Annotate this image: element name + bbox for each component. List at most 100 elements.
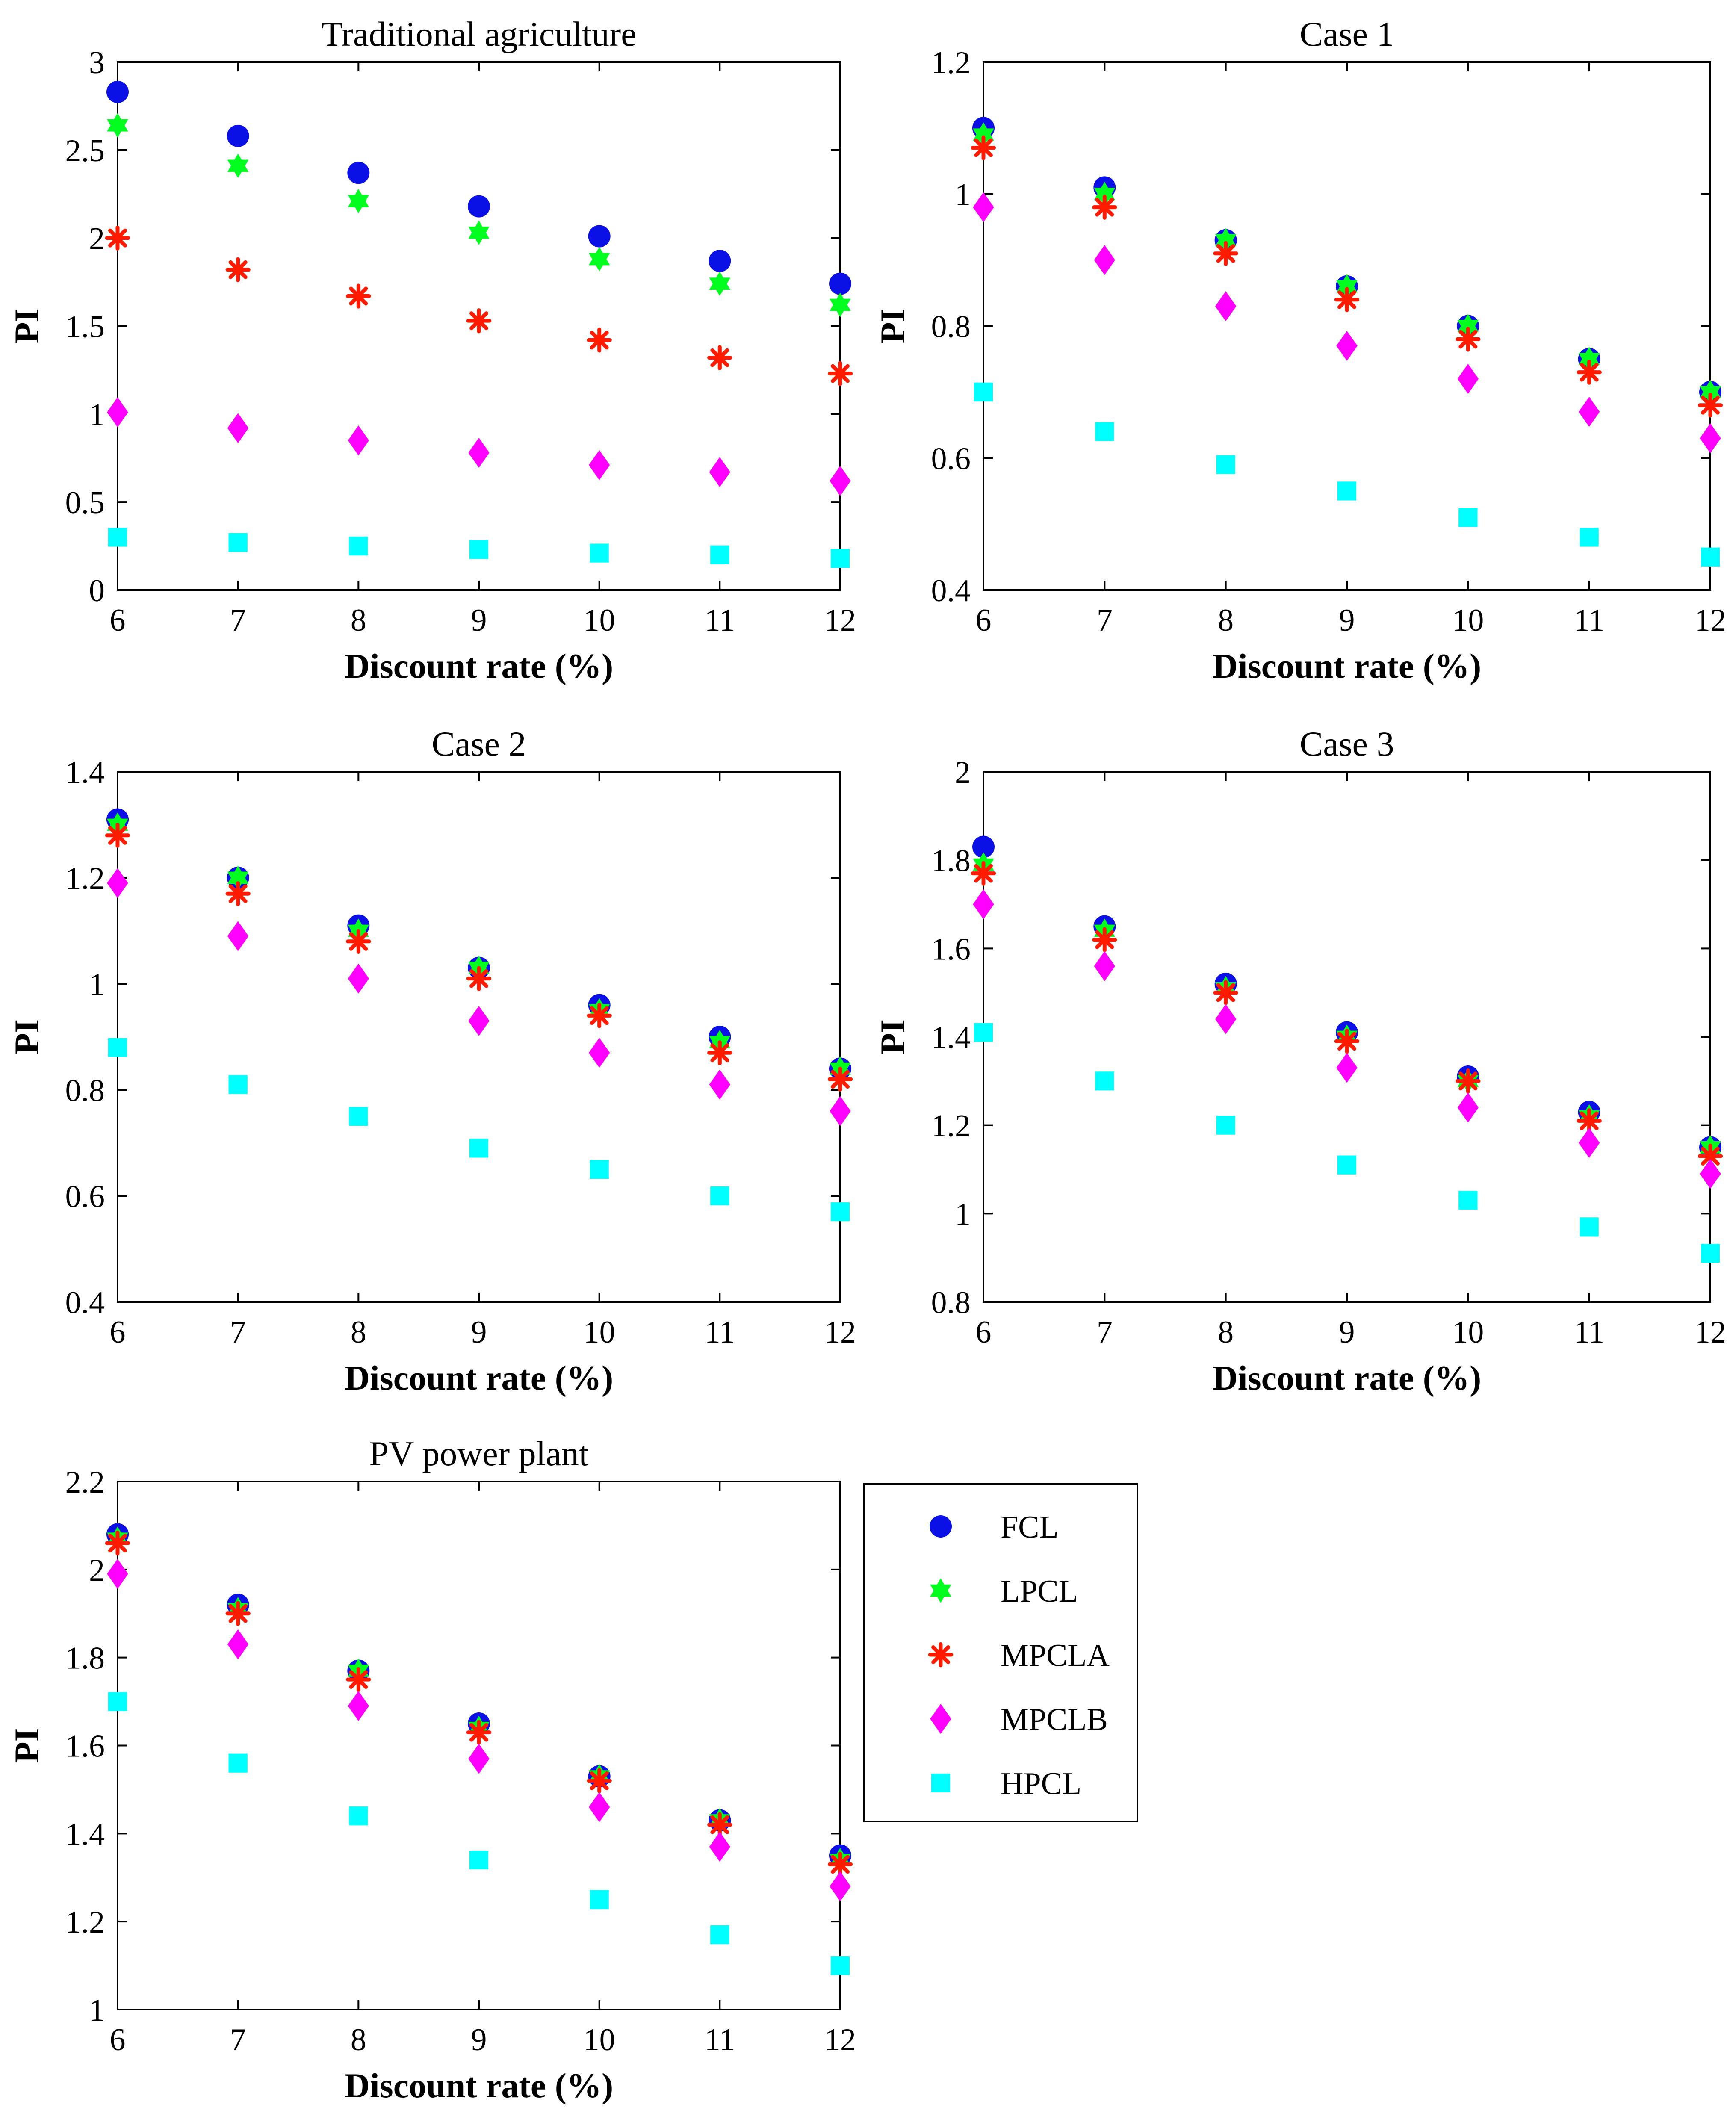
data-point-mpclb xyxy=(1336,1053,1358,1083)
series-mpclb xyxy=(107,397,851,496)
x-tick-label: 6 xyxy=(976,1315,992,1350)
y-tick-label: 0.8 xyxy=(931,310,971,345)
legend-marker-hpcl xyxy=(931,1773,951,1793)
data-point-mpclb xyxy=(348,425,369,456)
axes-box xyxy=(983,61,1711,591)
data-point-mpcla xyxy=(971,135,996,160)
data-point-mpclb xyxy=(830,466,851,496)
data-point-hpcl xyxy=(469,540,489,559)
data-point-mpclb xyxy=(1457,363,1479,394)
data-point-hpcl xyxy=(590,1160,609,1179)
data-point-mpclb xyxy=(709,1069,731,1100)
data-point-mpclb xyxy=(709,457,731,487)
data-point-mpcla xyxy=(1456,327,1481,352)
legend-marker-mpclb xyxy=(930,1703,951,1734)
y-tick-label: 1.4 xyxy=(931,1020,971,1055)
data-point-mpcla xyxy=(466,966,492,991)
legend-label-mpclb: MPCLB xyxy=(1001,1702,1108,1737)
y-axis-label: PI xyxy=(7,1728,46,1763)
y-tick-label: 2 xyxy=(89,221,105,257)
data-point-mpclb xyxy=(830,1871,851,1901)
series-mpcla xyxy=(105,823,853,1092)
y-tick-label: 1 xyxy=(89,397,105,432)
series-mpcla xyxy=(971,861,1723,1169)
data-point-hpcl xyxy=(710,1925,729,1945)
data-point-mpcla xyxy=(587,1768,612,1794)
data-point-mpcla xyxy=(225,1601,251,1626)
y-tick-label: 1 xyxy=(955,177,971,213)
series-mpcla xyxy=(105,225,853,386)
y-tick-label: 2.5 xyxy=(65,133,105,168)
data-point-hpcl xyxy=(108,528,127,547)
data-point-hpcl xyxy=(108,1692,127,1711)
y-tick-label: 0.4 xyxy=(65,1285,105,1320)
data-point-mpcla xyxy=(587,1003,612,1028)
data-point-mpclb xyxy=(1094,951,1116,981)
y-tick-label: 0.5 xyxy=(65,485,105,520)
x-tick-label: 10 xyxy=(584,1315,615,1350)
data-point-hpcl xyxy=(349,1107,368,1126)
data-point-mpcla xyxy=(1577,1108,1602,1133)
data-point-lpcl xyxy=(107,113,128,138)
data-point-hpcl xyxy=(228,1075,248,1094)
data-point-hpcl xyxy=(590,543,609,563)
panel-pv-power-plant: 6 7 8 9 10 11 12 1 1.2 1.4 1.6 1.8 2 2.2 PV power plan… xyxy=(7,1434,856,2105)
legend-marker-fcl xyxy=(930,1515,952,1538)
x-tick-label: 10 xyxy=(584,2022,615,2057)
data-point-hpcl xyxy=(228,533,248,552)
data-point-fcl xyxy=(227,124,249,147)
series-hpcl xyxy=(108,1038,850,1222)
data-point-mpclb xyxy=(1215,1004,1237,1034)
data-point-fcl xyxy=(106,80,129,103)
data-point-hpcl xyxy=(590,1890,609,1909)
x-tick-label: 8 xyxy=(351,603,366,638)
x-tick-label: 8 xyxy=(1218,603,1234,638)
legend-marker-mpcla xyxy=(928,1642,954,1668)
legend: FCL LPCL MPCLA MPCLB HPCL xyxy=(863,1483,1138,1822)
x-tick-label: 11 xyxy=(1574,603,1604,638)
chart-title: Case 2 xyxy=(432,724,526,763)
y-axis-label: PI xyxy=(7,309,46,344)
legend-label-fcl: FCL xyxy=(1001,1510,1059,1545)
data-point-lpcl xyxy=(709,272,731,296)
data-point-mpclb xyxy=(107,1559,128,1589)
y-tick-label: 1.2 xyxy=(931,1109,971,1144)
series-mpclb xyxy=(973,192,1721,454)
data-point-mpclb xyxy=(227,921,249,951)
panel-case-3: 6 7 8 9 10 11 12 0.8 1 1.2 1.4 1.6 1.8 2 Case 3 Discoun… xyxy=(873,724,1726,1397)
x-tick-label: 7 xyxy=(230,603,246,638)
series-hpcl xyxy=(108,1692,850,1975)
series-lpcl xyxy=(107,113,851,317)
panel-case-2: 6 7 8 9 10 11 12 0.4 0.6 0.8 1 1.2 1.4 Case 2 Discount… xyxy=(7,724,856,1397)
data-point-mpcla xyxy=(225,257,251,282)
data-point-mpcla xyxy=(346,1667,371,1692)
data-point-mpclb xyxy=(1700,1159,1721,1189)
x-tick-label: 8 xyxy=(1218,1315,1234,1350)
data-point-mpclb xyxy=(1215,291,1237,322)
data-point-hpcl xyxy=(1580,1217,1599,1237)
data-point-mpcla xyxy=(1213,241,1238,266)
x-tick-label: 9 xyxy=(471,2022,487,2057)
data-point-mpcla xyxy=(225,881,251,906)
y-tick-label: 1 xyxy=(89,1993,105,2028)
data-point-mpcla xyxy=(1698,1143,1723,1169)
data-point-mpclb xyxy=(1700,423,1721,454)
y-tick-label: 1.2 xyxy=(65,861,105,896)
x-tick-label: 12 xyxy=(824,2022,856,2057)
data-point-mpclb xyxy=(588,1038,610,1068)
x-tick-label: 6 xyxy=(976,603,992,638)
data-point-mpclb xyxy=(227,413,249,443)
x-tick-label: 11 xyxy=(705,1315,735,1350)
y-tick-label: 1 xyxy=(89,967,105,1002)
data-point-mpclb xyxy=(973,889,994,920)
data-point-fcl xyxy=(972,835,995,858)
legend-marker-lpcl xyxy=(930,1578,951,1603)
series-mpcla xyxy=(105,1530,853,1877)
legend-box xyxy=(863,1483,1138,1822)
data-point-hpcl xyxy=(1701,1244,1720,1263)
series-fcl xyxy=(106,80,851,295)
x-tick-label: 6 xyxy=(110,1315,126,1350)
legend-label-mpcla: MPCLA xyxy=(1001,1638,1110,1673)
data-point-mpcla xyxy=(1213,980,1238,1005)
